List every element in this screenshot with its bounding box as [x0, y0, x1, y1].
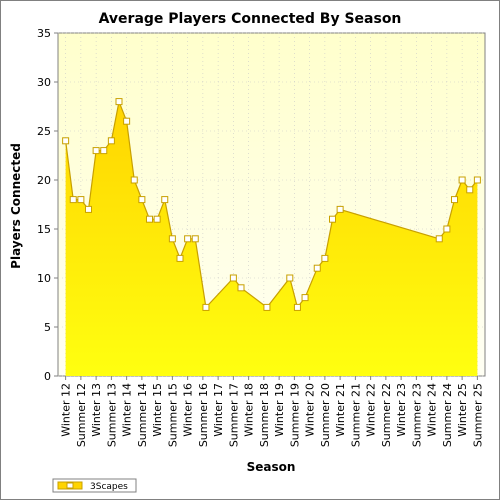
x-tick-label: Winter 15	[151, 383, 164, 437]
x-tick-label: Winter 18	[243, 383, 256, 437]
x-tick-label: Summer 15	[166, 383, 179, 447]
x-tick-label: Summer 14	[136, 383, 149, 447]
x-tick-label: Summer 25	[471, 383, 484, 447]
y-tick-label: 15	[37, 223, 51, 236]
data-point	[321, 254, 329, 262]
x-tick-label: Winter 22	[365, 383, 378, 437]
y-tick-label: 5	[44, 321, 51, 334]
x-tick-label: Winter 20	[304, 383, 317, 437]
data-point	[451, 196, 458, 204]
data-point	[168, 235, 176, 243]
x-tick-label: Summer 20	[319, 383, 332, 447]
legend: 3Scapes	[52, 478, 137, 493]
x-tick-label: Winter 21	[334, 383, 347, 437]
data-point	[69, 196, 77, 204]
data-point	[263, 303, 271, 311]
data-point	[146, 215, 153, 223]
y-axis: 0 5 10 15 20 25 30 35	[37, 27, 58, 383]
data-point	[138, 196, 146, 204]
x-tick-label: Summer 19	[288, 383, 301, 447]
chart-title: Average Players Connected By Season	[99, 11, 402, 27]
data-point	[458, 176, 466, 184]
data-point	[229, 274, 237, 282]
x-tick-label: Summer 18	[258, 383, 271, 447]
data-point	[161, 196, 169, 204]
data-point	[336, 205, 344, 213]
area-layer	[62, 98, 481, 376]
data-point	[184, 235, 192, 243]
x-tick-label: Summer 12	[75, 383, 88, 447]
data-point	[202, 303, 210, 311]
data-point	[130, 176, 138, 184]
data-point	[62, 137, 70, 145]
x-tick-label: Summer 22	[380, 383, 393, 447]
data-point	[473, 176, 481, 184]
data-point	[115, 98, 123, 106]
data-point	[100, 147, 108, 155]
legend-marker	[66, 482, 74, 489]
data-point	[286, 274, 294, 282]
data-point	[77, 196, 85, 204]
data-point	[176, 254, 184, 262]
x-tick-label: Winter 24	[426, 383, 439, 437]
data-point	[92, 147, 100, 155]
x-tick-label: Summer 16	[197, 383, 210, 447]
y-tick-label: 10	[37, 272, 51, 285]
x-tick-label: Summer 21	[349, 383, 362, 447]
y-tick-label: 30	[37, 76, 51, 89]
legend-label: 3Scapes	[90, 482, 128, 492]
data-point	[301, 294, 309, 302]
data-point	[329, 215, 336, 223]
data-point	[85, 205, 92, 213]
data-point	[435, 235, 443, 243]
data-point	[313, 264, 321, 272]
data-point	[443, 225, 451, 233]
x-tick-label: Winter 25	[456, 383, 469, 437]
y-tick-label: 20	[37, 174, 51, 187]
data-point	[191, 235, 199, 243]
x-tick-label: Winter 19	[273, 383, 286, 437]
x-tick-label: Summer 23	[410, 383, 423, 447]
x-tick-label: Winter 13	[90, 383, 103, 437]
x-axis: Winter 12 Summer 12 Winter 13 Summer 13 Wint…	[60, 376, 484, 447]
x-tick-label: Winter 14	[121, 383, 134, 437]
x-tick-label: Summer 13	[105, 383, 118, 447]
x-tick-label: Winter 12	[60, 383, 73, 437]
x-axis-label: Season	[247, 460, 296, 474]
data-point	[466, 186, 474, 194]
series-area	[65, 101, 478, 376]
y-tick-label: 35	[37, 27, 51, 40]
data-point	[107, 137, 115, 145]
x-tick-label: Summer 24	[441, 383, 454, 447]
data-point	[123, 117, 131, 125]
data-point	[237, 284, 245, 292]
y-tick-label: 25	[37, 125, 51, 138]
x-tick-label: Winter 23	[395, 383, 408, 437]
data-point	[293, 303, 301, 311]
y-tick-label: 0	[44, 370, 51, 383]
x-tick-label: Winter 17	[212, 383, 225, 437]
data-point	[153, 215, 161, 223]
y-axis-label: Players Connected	[9, 143, 23, 269]
x-tick-label: Winter 16	[182, 383, 195, 437]
x-tick-label: Summer 17	[227, 383, 240, 447]
